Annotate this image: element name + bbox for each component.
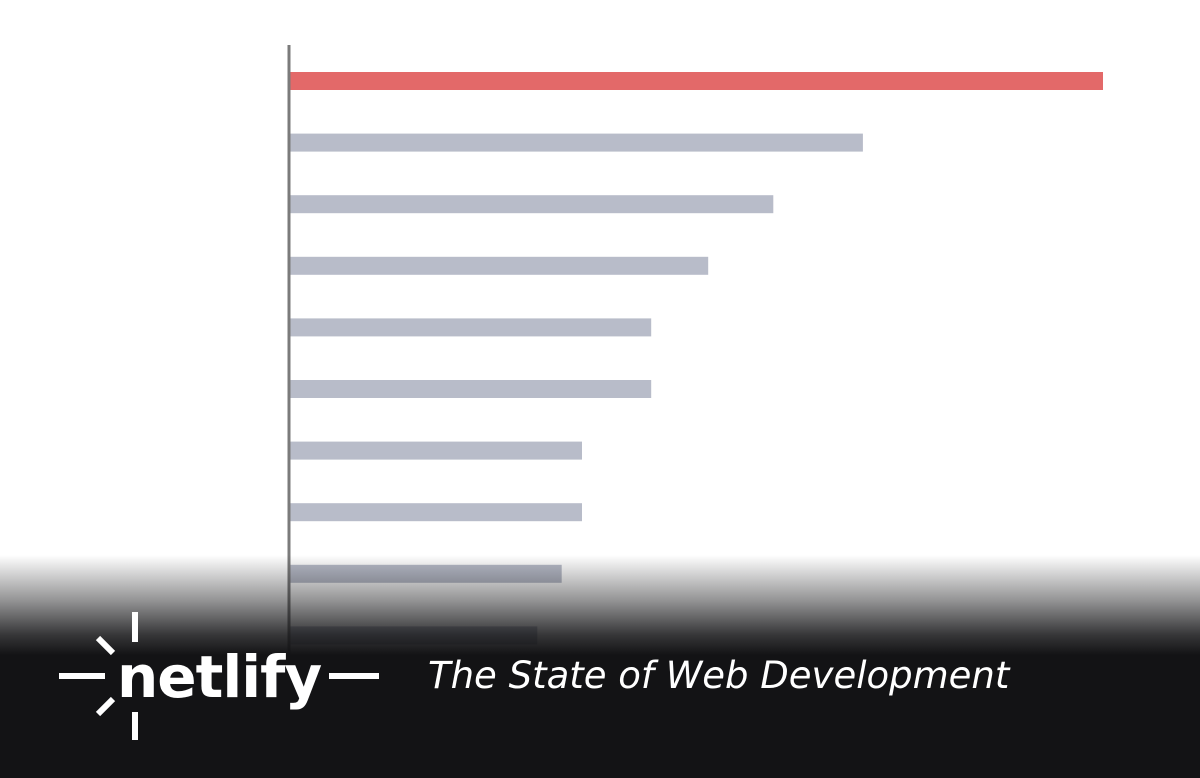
bar-7 <box>289 441 582 460</box>
netlify-logo: netlify <box>55 608 385 748</box>
netlify-spark-icon <box>59 612 379 740</box>
bar-8 <box>289 503 582 522</box>
bar-6 <box>289 380 652 398</box>
netlify-wordmark: netlify <box>117 643 322 711</box>
footer-band <box>0 655 1200 778</box>
bar-1 <box>289 72 1103 90</box>
bars-group <box>289 72 1103 645</box>
bar-4 <box>289 256 709 275</box>
bar-3 <box>289 195 774 214</box>
report-tagline: The State of Web Development <box>428 654 1010 697</box>
bar-2 <box>289 133 863 152</box>
bar-5 <box>289 318 652 337</box>
bar-9 <box>289 564 562 583</box>
